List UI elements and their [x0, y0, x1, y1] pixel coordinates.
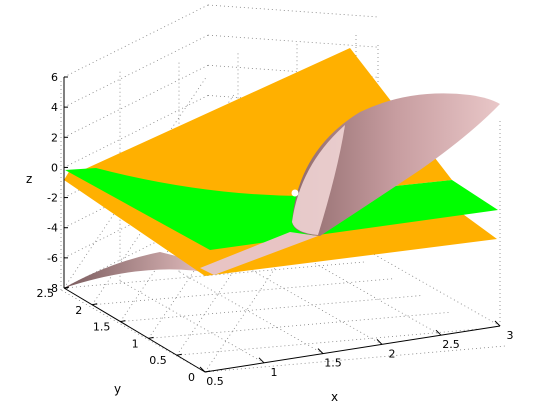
x-tick-label: 0.5 [206, 375, 224, 388]
z-tick-label: -8 [47, 282, 58, 295]
grid-line [63, 95, 209, 168]
x-tick-label: 1.5 [324, 357, 342, 370]
grid-line [120, 295, 421, 322]
y-tick-label: 1 [132, 337, 139, 350]
z-tick-label: -2 [47, 192, 58, 205]
y-axis-label: y [114, 382, 121, 396]
y-tick-label: 2 [75, 304, 82, 317]
x-axis-label: x [331, 390, 338, 404]
z-tick-label: -4 [47, 222, 58, 235]
grid-line [119, 280, 265, 364]
x-tick [376, 339, 383, 345]
y-tick [148, 336, 154, 339]
grid-line [355, 243, 501, 327]
grid-line [237, 262, 383, 345]
grid-line [63, 34, 209, 108]
x-tick [494, 320, 501, 327]
axes: 6 4 2 0 -2 -4 -6 -8 0 0.5 1 1.5 2 2.5 0.5 1 1.5 2 2.5 3 [37, 71, 514, 388]
x-tick [435, 329, 442, 336]
grid-line [178, 271, 324, 354]
z-tick-label: 2 [51, 131, 58, 144]
x-tick [317, 348, 324, 354]
x-tick-label: 1 [271, 366, 278, 379]
grid-line [204, 345, 506, 373]
y-tick [63, 286, 70, 289]
pink-surface-bottom [200, 232, 318, 275]
x-tick-label: 3 [507, 329, 514, 342]
surfaces [64, 48, 500, 288]
x-axis-line [204, 325, 501, 373]
surface-hole [291, 189, 299, 197]
grid-line [63, 4, 209, 78]
y-tick [120, 320, 126, 323]
axis-labels: x y z [26, 172, 338, 404]
z-axis-label: z [26, 172, 32, 186]
grid-line [148, 312, 449, 339]
pink-surface-lower [64, 252, 215, 288]
y-tick [92, 303, 98, 306]
y-axis-line [63, 287, 206, 373]
grid-line [207, 4, 379, 18]
y-tick [176, 353, 182, 356]
z-tick-label: -6 [47, 252, 58, 265]
y-tick-label: 0.5 [149, 354, 167, 367]
grid-line [207, 95, 379, 108]
pink-surface-shade [292, 125, 345, 235]
z-tick-label: 4 [51, 101, 58, 114]
grid-line [207, 64, 379, 78]
y-tick-label: 0 [188, 371, 195, 384]
grid-line [176, 328, 477, 356]
x-tick [199, 366, 206, 373]
x-tick-label: 2 [389, 347, 396, 360]
grid-line [63, 215, 209, 289]
grid-line [92, 278, 393, 306]
grid-line [63, 64, 209, 138]
y-tick-label: 1.5 [93, 321, 111, 334]
z-tick-label: 6 [51, 71, 58, 84]
z-tick-label: 0 [51, 161, 58, 174]
y-tick-label: 2.5 [37, 287, 55, 300]
x-tick-label: 2.5 [442, 338, 460, 351]
x-tick [258, 357, 265, 364]
grid-line [207, 34, 379, 48]
grid-line [296, 252, 442, 336]
